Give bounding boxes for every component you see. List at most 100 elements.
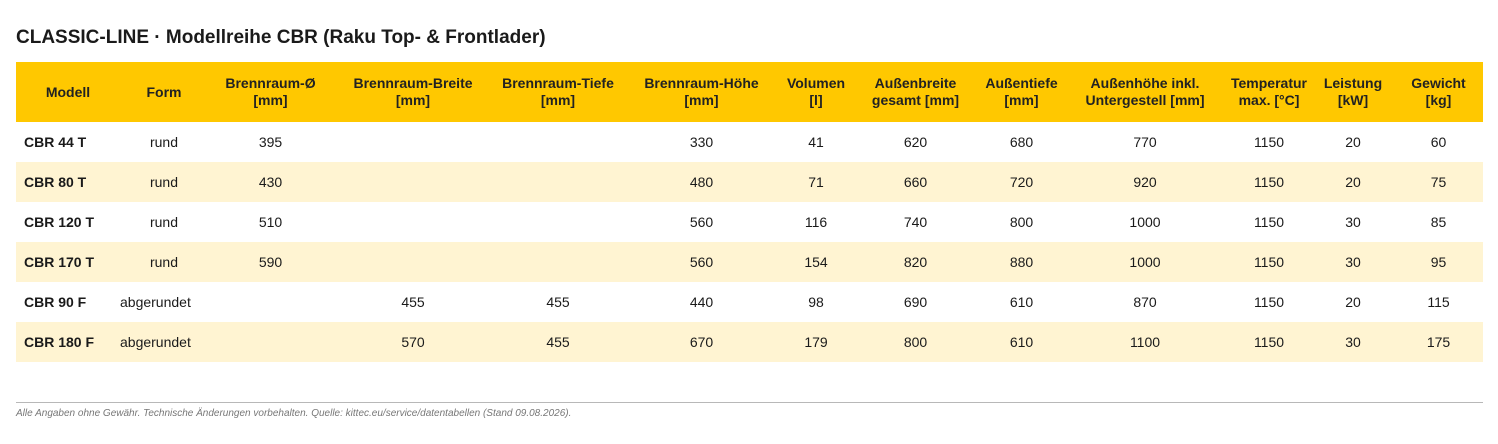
table-row: CBR 44 T rund 395 330 41 620 680 770 1150 20 60 bbox=[16, 122, 1483, 162]
model-cell: CBR 80 T bbox=[24, 174, 87, 190]
column-header: Außenhöhe inkl. Untergestell [mm] bbox=[1064, 62, 1226, 122]
table-cell: 20 bbox=[1345, 134, 1361, 150]
table-cell: 820 bbox=[903, 254, 928, 270]
table-cell: 20 bbox=[1345, 294, 1361, 310]
table-cell bbox=[333, 162, 493, 202]
table-cell: 1150 bbox=[1253, 174, 1285, 190]
table-cell: 430 bbox=[258, 174, 283, 190]
table-row: CBR 180 F abgerundet 570 455 670 179 800 610 110… bbox=[16, 322, 1483, 362]
column-header-unit: [mm] bbox=[253, 92, 288, 108]
column-header-line1: Außentiefe bbox=[985, 75, 1058, 91]
column-header-unit: gesamt [mm] bbox=[871, 92, 960, 108]
table-row: CBR 120 T rund 510 560 116 740 800 1000 1150 30 85 bbox=[16, 202, 1483, 242]
table-cell: 95 bbox=[1430, 254, 1447, 270]
table-cell: 610 bbox=[1009, 294, 1034, 310]
table-cell: 560 bbox=[689, 254, 714, 270]
model-cell: CBR 170 T bbox=[24, 254, 95, 270]
table-cell: 590 bbox=[258, 254, 283, 270]
table-cell: 660 bbox=[903, 174, 928, 190]
column-header-unit: [kg] bbox=[1425, 92, 1452, 108]
table-cell bbox=[333, 242, 493, 282]
column-header-line1: Modell bbox=[45, 83, 91, 100]
table-cell: 455 bbox=[546, 334, 570, 350]
table-cell: 71 bbox=[808, 174, 824, 190]
table-cell bbox=[208, 322, 333, 362]
column-header: Außenbreite gesamt [mm] bbox=[852, 62, 979, 122]
form-cell: rund bbox=[149, 174, 179, 190]
column-header-line1: Brennraum-Breite bbox=[353, 75, 473, 91]
table-cell: 620 bbox=[903, 134, 928, 150]
table-cell bbox=[493, 122, 623, 162]
table-cell: 610 bbox=[1009, 334, 1034, 350]
table-cell bbox=[493, 202, 623, 242]
table-cell: 85 bbox=[1430, 214, 1447, 230]
table-cell: 20 bbox=[1345, 174, 1361, 190]
column-header: Temperatur max. [°C] bbox=[1226, 62, 1312, 122]
column-header: Volumen [l] bbox=[780, 62, 852, 122]
column-header: Brennraum-Ø [mm] bbox=[208, 62, 333, 122]
table-cell bbox=[493, 242, 623, 282]
table-cell: 880 bbox=[1009, 254, 1034, 270]
column-header: Leistung [kW] bbox=[1312, 62, 1394, 122]
table-cell: 1150 bbox=[1253, 334, 1285, 350]
table-cell: 395 bbox=[258, 134, 283, 150]
table-cell: 30 bbox=[1345, 214, 1361, 230]
column-header-line1: Leistung bbox=[1323, 75, 1383, 91]
column-header: Brennraum-Höhe [mm] bbox=[623, 62, 780, 122]
column-header-line1: Brennraum-Höhe bbox=[644, 75, 759, 91]
column-header-line1: Brennraum-Ø bbox=[225, 75, 316, 91]
model-cell: CBR 90 F bbox=[24, 294, 87, 310]
column-header-unit: [mm] bbox=[540, 92, 576, 108]
table-cell: 920 bbox=[1133, 174, 1157, 190]
form-cell: rund bbox=[149, 214, 179, 230]
model-cell: CBR 120 T bbox=[24, 214, 95, 230]
footer-divider bbox=[16, 402, 1483, 403]
column-header-unit: [mm] bbox=[1004, 92, 1039, 108]
table-cell: 510 bbox=[258, 214, 283, 230]
table-cell bbox=[208, 282, 333, 322]
table-cell: 1150 bbox=[1253, 294, 1285, 310]
table-cell: 115 bbox=[1427, 294, 1450, 310]
model-cell: CBR 44 T bbox=[24, 134, 87, 150]
column-header-unit: [mm] bbox=[395, 92, 431, 108]
column-header: Außentiefe [mm] bbox=[979, 62, 1064, 122]
column-header: Modell bbox=[16, 62, 120, 122]
column-header: Form bbox=[120, 62, 208, 122]
table-cell: 455 bbox=[546, 294, 570, 310]
table-cell: 770 bbox=[1133, 134, 1157, 150]
column-header-line1: Temperatur bbox=[1231, 75, 1307, 91]
table-cell: 870 bbox=[1133, 294, 1157, 310]
column-header-line1: Außenbreite bbox=[874, 75, 957, 91]
spec-table: Modell Form Brennraum-Ø [mm] Brennraum-Breit… bbox=[16, 62, 1483, 362]
table-cell: 1150 bbox=[1253, 254, 1285, 270]
form-cell: abgerundet bbox=[120, 334, 191, 350]
column-header-line1: Form bbox=[146, 83, 182, 100]
column-header-unit: [kW] bbox=[1337, 92, 1369, 108]
table-cell: 1150 bbox=[1253, 214, 1285, 230]
column-header-line1: Außenhöhe inkl. bbox=[1090, 75, 1200, 91]
form-cell: abgerundet bbox=[120, 294, 191, 310]
table-cell bbox=[333, 122, 493, 162]
table-cell: 179 bbox=[804, 334, 828, 350]
column-header-line1: Brennraum-Tiefe bbox=[502, 75, 614, 91]
table-row: CBR 90 F abgerundet 455 455 440 98 690 610 870 11… bbox=[16, 282, 1483, 322]
column-header: Gewicht [kg] bbox=[1394, 62, 1483, 122]
table-cell: 720 bbox=[1009, 174, 1034, 190]
column-header-unit: [mm] bbox=[684, 92, 719, 108]
table-cell: 30 bbox=[1345, 334, 1361, 350]
model-cell: CBR 180 F bbox=[24, 334, 95, 350]
table-cell: 480 bbox=[689, 174, 714, 190]
table-cell bbox=[333, 202, 493, 242]
table-header: Modell Form Brennraum-Ø [mm] Brennraum-Breit… bbox=[16, 62, 1483, 122]
table-row: CBR 80 T rund 430 480 71 660 720 920 1150 20 75 bbox=[16, 162, 1483, 202]
table-row: CBR 170 T rund 590 560 154 820 880 1000 1150 30 95 bbox=[16, 242, 1483, 282]
header-row: Modell Form Brennraum-Ø [mm] Brennraum-Breit… bbox=[16, 62, 1483, 122]
column-header-line1: Volumen bbox=[786, 75, 846, 91]
table-cell: 670 bbox=[689, 334, 714, 350]
table-cell: 455 bbox=[401, 294, 425, 310]
table-cell: 1150 bbox=[1253, 134, 1285, 150]
column-header-line1: Gewicht bbox=[1411, 75, 1466, 91]
column-header: Brennraum-Tiefe [mm] bbox=[493, 62, 623, 122]
